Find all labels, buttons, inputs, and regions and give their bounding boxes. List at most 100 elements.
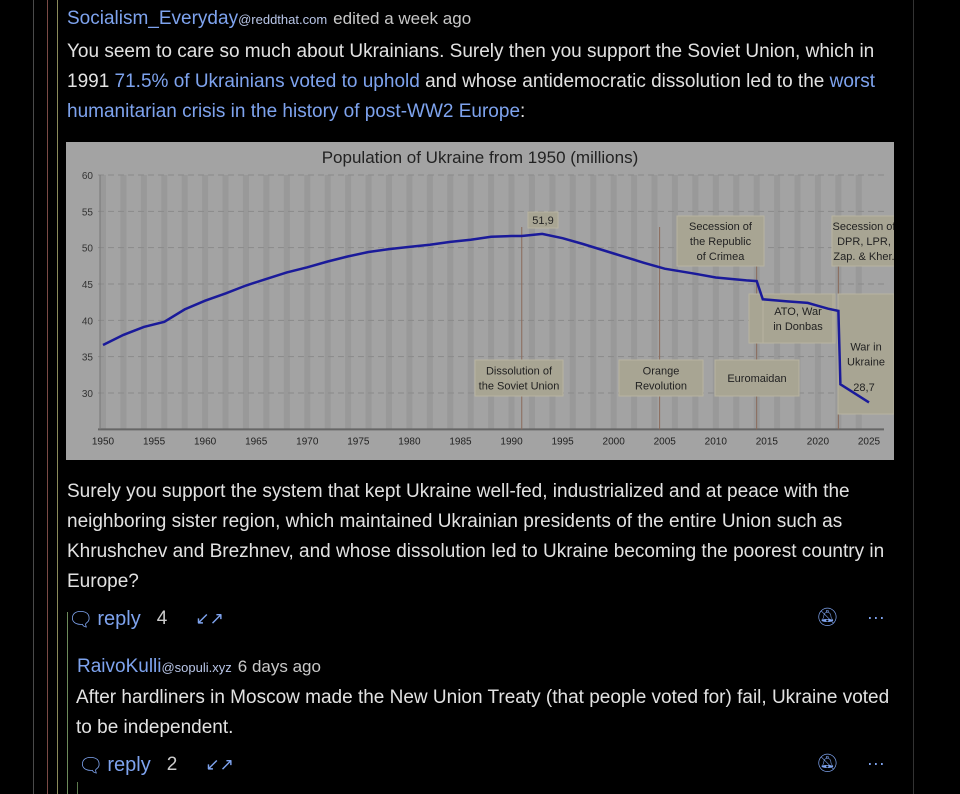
reply-count: 4 xyxy=(156,608,168,629)
link-humanitarian-crisis[interactable]: worst humanitarian crisis in the history… xyxy=(67,71,876,122)
grid-band xyxy=(631,175,638,430)
period-label: ATO, War xyxy=(774,306,822,318)
thread-line[interactable] xyxy=(57,0,58,794)
grid-band xyxy=(528,175,535,430)
event-label: of Crimea xyxy=(697,251,746,263)
grid-band xyxy=(447,175,454,430)
comment-actions: 🗨︎ reply 4 ↙↗ xyxy=(68,605,224,633)
x-tick-label: 2015 xyxy=(756,436,779,447)
grid-band xyxy=(733,175,740,430)
period-label: in Donbas xyxy=(773,321,823,333)
grid-band xyxy=(304,175,311,430)
bell-off-icon[interactable]: 🔕︎ xyxy=(816,607,839,627)
author-link[interactable]: Socialism_Everyday xyxy=(67,8,239,29)
thread-line[interactable] xyxy=(77,782,78,794)
x-tick-label: 2000 xyxy=(603,436,626,447)
event-label: Secession of xyxy=(833,221,894,233)
reply-button[interactable]: 🗨︎ reply xyxy=(78,753,151,778)
population-chart-image[interactable]: 30 35 40 45 50 55 60 1950 1955 1960 1965 1970 1975 19… xyxy=(66,142,897,460)
point-label-box xyxy=(527,211,559,229)
thread-line[interactable] xyxy=(47,0,48,794)
grid-band xyxy=(385,175,392,430)
y-tick-label: 60 xyxy=(82,171,94,182)
grid-band xyxy=(569,175,576,430)
thread-line[interactable] xyxy=(33,0,34,794)
event-label: Secession of xyxy=(689,221,753,233)
grid-band xyxy=(120,175,127,430)
right-border xyxy=(913,0,914,794)
period-label: War in xyxy=(850,342,881,354)
speech-bubble-icon: 🗨︎ xyxy=(78,754,104,777)
grid-band xyxy=(712,175,719,430)
x-tick-label: 2010 xyxy=(705,436,728,447)
event-label-box xyxy=(714,359,800,397)
text: You seem to care so much about Ukrainian… xyxy=(67,41,875,92)
chart-title: Population of Ukraine from 1950 (million… xyxy=(322,148,639,167)
thread-line[interactable] xyxy=(67,612,68,794)
author-link[interactable]: RaivoKulli xyxy=(77,656,162,677)
reply-actions: 🗨︎ reply 2 ↙↗ xyxy=(78,751,234,779)
x-tick-label: 1950 xyxy=(92,436,115,447)
timestamp: 6 days ago xyxy=(237,657,321,676)
grid-band xyxy=(651,175,658,430)
event-label-box xyxy=(831,215,897,267)
reply-text: After hardliners in Moscow made the New … xyxy=(76,687,890,738)
reply-header: RaivoKulli@sopuli.xyz 6 days ago xyxy=(77,656,321,678)
text: : xyxy=(520,101,526,122)
reply-label: reply xyxy=(107,753,151,776)
grid-band xyxy=(692,175,699,430)
event-label: Dissolution of xyxy=(486,366,553,378)
x-tick-label: 1960 xyxy=(194,436,217,447)
grid-band xyxy=(181,175,188,430)
reply-right-actions: 🔕︎ ··· xyxy=(816,753,885,774)
event-label: DPR, LPR, xyxy=(837,236,891,248)
ellipsis-icon[interactable]: ··· xyxy=(866,607,885,627)
grid-band xyxy=(590,175,597,430)
comment-header: Socialism_Everyday@reddthat.com edited a … xyxy=(67,8,471,30)
grid-band xyxy=(140,175,147,430)
bell-off-icon[interactable]: 🔕︎ xyxy=(816,753,839,773)
grid-band xyxy=(222,175,229,430)
grid-band xyxy=(671,175,678,430)
x-tick-label: 1965 xyxy=(245,436,268,447)
grid-band xyxy=(161,175,168,430)
text: and whose antidemocratic dissolution led… xyxy=(419,71,830,92)
point-label: 28,7 xyxy=(853,382,874,394)
link-referendum[interactable]: 71.5% of Ukrainians voted to uphold xyxy=(114,71,420,92)
reply-label: reply xyxy=(97,607,141,630)
grid-band xyxy=(508,175,515,430)
comment-right-actions: 🔕︎ ··· xyxy=(816,607,885,628)
ellipsis-icon[interactable]: ··· xyxy=(866,753,885,773)
event-label: Revolution xyxy=(635,381,687,393)
y-tick-label: 40 xyxy=(82,316,94,327)
reply-count: 2 xyxy=(166,754,178,775)
y-tick-label: 50 xyxy=(82,244,94,255)
x-tick-label: 1955 xyxy=(143,436,166,447)
point-label: 51,9 xyxy=(532,215,553,227)
x-tick-label: 1985 xyxy=(449,436,472,447)
event-label: Euromaidan xyxy=(727,373,786,385)
grid-band xyxy=(610,175,617,430)
grid-band xyxy=(467,175,474,430)
event-label: Zap. & Kher. xyxy=(833,251,894,263)
collapse-arrows-icon[interactable]: ↙↗ xyxy=(195,609,224,628)
author-instance[interactable]: @sopuli.xyz xyxy=(161,660,232,675)
collapse-arrows-icon[interactable]: ↙↗ xyxy=(205,755,234,774)
y-tick-label: 55 xyxy=(82,207,94,218)
grid-band xyxy=(549,175,556,430)
comment-paragraph: You seem to care so much about Ukrainian… xyxy=(67,37,897,127)
reply-button[interactable]: 🗨︎ reply xyxy=(68,607,141,632)
grid-band xyxy=(324,175,331,430)
grid-band xyxy=(426,175,433,430)
y-tick-label: 35 xyxy=(82,353,94,364)
x-tick-label: 2020 xyxy=(807,436,830,447)
grid-band xyxy=(202,175,209,430)
author-instance[interactable]: @reddthat.com xyxy=(238,12,328,27)
period-label: Ukraine xyxy=(847,357,885,369)
period-label-box xyxy=(837,293,895,415)
y-tick-label: 45 xyxy=(82,280,94,291)
grid-band xyxy=(100,175,106,430)
x-tick-label: 1990 xyxy=(500,436,523,447)
event-label-box xyxy=(618,359,704,397)
grid-band xyxy=(365,175,372,430)
